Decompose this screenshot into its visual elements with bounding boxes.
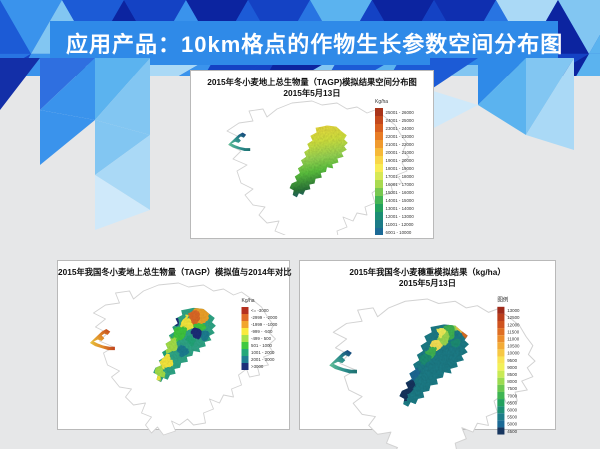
svg-text:4500: 4500 <box>507 429 517 434</box>
svg-text:12500: 12500 <box>507 315 520 320</box>
svg-text:19001 - 20000: 19001 - 20000 <box>386 158 415 163</box>
svg-text:7000: 7000 <box>507 393 517 398</box>
svg-text:6000: 6000 <box>507 407 517 412</box>
svg-text:>3000: >3000 <box>251 364 264 369</box>
svg-text:10500: 10500 <box>507 344 520 349</box>
svg-text:9500: 9500 <box>507 358 517 363</box>
svg-text:Kg/ha: Kg/ha <box>375 99 388 105</box>
svg-text:-2999 - -2000: -2999 - -2000 <box>251 315 278 320</box>
svg-text:5000: 5000 <box>507 422 517 427</box>
svg-text:-999 - -500: -999 - -500 <box>251 329 273 334</box>
svg-text:18001 - 19000: 18001 - 19000 <box>386 166 415 171</box>
svg-text:12000: 12000 <box>507 322 520 327</box>
svg-text:24001 - 25000: 24001 - 25000 <box>386 118 415 123</box>
svg-text:17001 - 18000: 17001 - 18000 <box>386 174 415 179</box>
svg-text:图例: 图例 <box>497 295 509 303</box>
svg-text:Kg/ha: Kg/ha <box>242 298 255 304</box>
svg-text:20001 - 21000: 20001 - 21000 <box>386 150 415 155</box>
svg-text:6500: 6500 <box>507 400 517 405</box>
svg-text:12001 - 13000: 12001 - 13000 <box>386 214 415 219</box>
svg-text:9000: 9000 <box>507 365 517 370</box>
svg-text:8000: 8000 <box>507 379 517 384</box>
svg-text:13001 - 14000: 13001 - 14000 <box>386 206 415 211</box>
svg-text:5500: 5500 <box>507 415 517 420</box>
svg-text:21001 - 22000: 21001 - 22000 <box>386 142 415 147</box>
svg-text:<= -3000: <= -3000 <box>251 308 269 313</box>
svg-text:25001 - 26000: 25001 - 26000 <box>386 110 415 115</box>
svg-text:22001 - 23000: 22001 - 23000 <box>386 134 415 139</box>
svg-text:2001 - 3000: 2001 - 3000 <box>251 357 275 362</box>
svg-text:13000: 13000 <box>507 308 520 313</box>
svg-text:6001 - 10000: 6001 - 10000 <box>386 230 412 235</box>
svg-text:8500: 8500 <box>507 372 517 377</box>
svg-text:16001 - 17000: 16001 - 17000 <box>386 182 415 187</box>
svg-text:7500: 7500 <box>507 386 517 391</box>
svg-text:-499 - 500: -499 - 500 <box>251 336 272 341</box>
svg-text:10000: 10000 <box>507 351 520 356</box>
svg-text:11001 - 12000: 11001 - 12000 <box>386 222 415 227</box>
svg-text:15001 - 16000: 15001 - 16000 <box>386 190 415 195</box>
svg-text:501 - 1000: 501 - 1000 <box>251 343 273 348</box>
svg-text:23001 - 24000: 23001 - 24000 <box>386 126 415 131</box>
svg-text:11000: 11000 <box>507 337 520 342</box>
svg-text:-1999 - -1000: -1999 - -1000 <box>251 322 278 327</box>
svg-text:11500: 11500 <box>507 329 520 334</box>
svg-text:14001 - 15000: 14001 - 15000 <box>386 198 415 203</box>
svg-text:1001 - 2000: 1001 - 2000 <box>251 350 275 355</box>
